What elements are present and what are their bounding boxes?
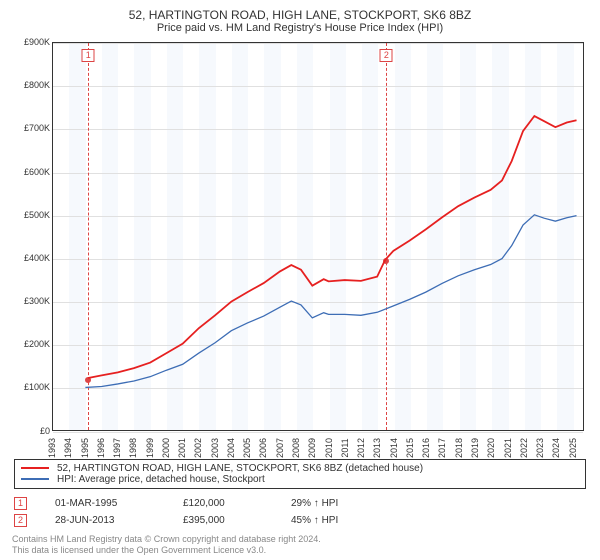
- x-axis-label: 2016: [421, 437, 431, 457]
- y-axis-label: £200K: [24, 339, 50, 349]
- page-title: 52, HARTINGTON ROAD, HIGH LANE, STOCKPOR…: [12, 8, 588, 22]
- sales-table: 1 01-MAR-1995 £120,000 29% ↑ HPI 2 28-JUN-201…: [14, 495, 586, 529]
- sale-date: 01-MAR-1995: [55, 498, 155, 509]
- x-axis-label: 2023: [535, 437, 545, 457]
- x-axis-label: 2021: [503, 437, 513, 457]
- x-axis-label: 2011: [340, 438, 350, 457]
- sale-price: £395,000: [183, 515, 263, 526]
- x-axis-label: 2004: [226, 437, 236, 457]
- legend-label: HPI: Average price, detached house, Stoc…: [57, 474, 265, 485]
- legend: 52, HARTINGTON ROAD, HIGH LANE, STOCKPOR…: [14, 459, 586, 489]
- sale-price: £120,000: [183, 498, 263, 509]
- x-axis-label: 2017: [437, 437, 447, 457]
- x-axis-label: 2000: [161, 437, 171, 457]
- x-axis-label: 2002: [193, 437, 203, 457]
- x-axis-label: 2010: [324, 437, 334, 457]
- x-axis-label: 2005: [242, 437, 252, 457]
- sale-marker-badge: 2: [14, 514, 27, 527]
- x-axis-label: 1996: [96, 437, 106, 457]
- x-axis-label: 2022: [519, 437, 529, 457]
- footer-line-2: This data is licensed under the Open Gov…: [12, 545, 588, 556]
- page-subtitle: Price paid vs. HM Land Registry's House …: [12, 22, 588, 34]
- x-axis-label: 1994: [63, 437, 73, 457]
- x-axis-label: 2012: [356, 437, 366, 457]
- x-axis-label: 2013: [372, 437, 382, 457]
- sale-delta: 29% ↑ HPI: [291, 498, 338, 509]
- legend-item: HPI: Average price, detached house, Stoc…: [21, 474, 579, 485]
- sale-row: 2 28-JUN-2013 £395,000 45% ↑ HPI: [14, 512, 586, 529]
- x-axis-label: 2001: [177, 437, 187, 457]
- x-axis-label: 2018: [454, 437, 464, 457]
- legend-item: 52, HARTINGTON ROAD, HIGH LANE, STOCKPOR…: [21, 463, 579, 474]
- legend-swatch: [21, 478, 49, 480]
- x-axis-label: 1995: [80, 437, 90, 457]
- y-axis-label: £600K: [24, 167, 50, 177]
- footer-line-1: Contains HM Land Registry data © Crown c…: [12, 534, 588, 545]
- sale-marker-badge: 1: [14, 497, 27, 510]
- y-axis-label: £300K: [24, 296, 50, 306]
- sale-row: 1 01-MAR-1995 £120,000 29% ↑ HPI: [14, 495, 586, 512]
- x-axis-label: 2006: [258, 437, 268, 457]
- y-axis-label: £800K: [24, 80, 50, 90]
- y-axis-label: £700K: [24, 123, 50, 133]
- footer: Contains HM Land Registry data © Crown c…: [12, 534, 588, 557]
- x-axis-label: 2015: [405, 437, 415, 457]
- y-axis-label: £500K: [24, 210, 50, 220]
- y-axis-label: £900K: [24, 37, 50, 47]
- x-axis-label: 1998: [128, 437, 138, 457]
- y-axis-label: £0: [40, 426, 50, 436]
- sale-delta: 45% ↑ HPI: [291, 515, 338, 526]
- x-axis-label: 2020: [486, 437, 496, 457]
- y-axis-label: £100K: [24, 382, 50, 392]
- x-axis-label: 2003: [210, 437, 220, 457]
- x-axis-label: 1999: [145, 437, 155, 457]
- chart: 12 £0£100K£200K£300K£400K£500K£600K£700K…: [12, 38, 588, 453]
- series-price_paid: [88, 116, 576, 378]
- series-hpi: [85, 215, 576, 388]
- legend-swatch: [21, 467, 49, 469]
- y-axis-label: £400K: [24, 253, 50, 263]
- x-axis-label: 2025: [568, 437, 578, 457]
- x-axis-label: 2019: [470, 437, 480, 457]
- x-axis-label: 2014: [389, 437, 399, 457]
- x-axis-label: 2024: [551, 437, 561, 457]
- legend-label: 52, HARTINGTON ROAD, HIGH LANE, STOCKPOR…: [57, 463, 423, 474]
- x-axis-label: 2008: [291, 437, 301, 457]
- x-axis-label: 2007: [275, 437, 285, 457]
- x-axis-label: 1993: [47, 437, 57, 457]
- x-axis-label: 1997: [112, 437, 122, 457]
- x-axis-label: 2009: [307, 437, 317, 457]
- sale-date: 28-JUN-2013: [55, 515, 155, 526]
